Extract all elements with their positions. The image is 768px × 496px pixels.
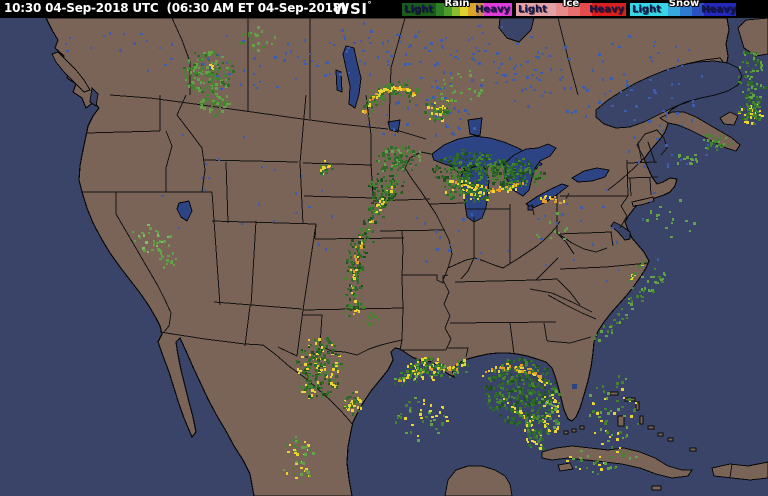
- lake-winnipeg: [342, 45, 362, 109]
- legend-ice: Ice Light Heavy: [516, 0, 626, 18]
- legend-snow-title: Snow: [668, 0, 700, 9]
- legend-swatch: [592, 3, 626, 16]
- legend-swatch: [668, 3, 680, 16]
- legend-swatch: [468, 3, 476, 16]
- precip-legend: Rain Light Heavy Ice Light Heavy Snow Li…: [402, 0, 742, 18]
- radar-echoes: [65, 22, 767, 483]
- long-island: [631, 196, 655, 207]
- degree-mark: °: [367, 0, 372, 9]
- political-borders: [82, 18, 733, 479]
- cape-breton: [719, 111, 739, 126]
- legend-rain-title: Rain: [444, 0, 470, 9]
- isle-of-youth: [557, 462, 574, 472]
- legend-swatch: [460, 3, 468, 16]
- chesapeake-bay: [610, 221, 631, 241]
- legend-rain: Rain Light Heavy: [402, 0, 512, 18]
- radar-map: [0, 18, 768, 496]
- legend-ice-light-label: Light: [518, 4, 547, 15]
- legend-swatch: [556, 3, 568, 16]
- hispaniola: [711, 461, 768, 481]
- legend-swatch: [580, 3, 592, 16]
- lake-ontario: [571, 167, 610, 183]
- top-bar: 10:30 04-Sep-2018 UTC (06:30 AM ET 04-Se…: [0, 0, 768, 18]
- james-bay: [498, 18, 535, 43]
- great-salt-lake: [176, 200, 193, 222]
- legend-snow-light-label: Light: [632, 4, 661, 15]
- timestamp-label: 10:30 04-Sep-2018 UTC (06:30 AM ET 04-Se…: [4, 1, 347, 15]
- wsi-logo: WSI°: [333, 0, 372, 18]
- legend-swatch: [516, 3, 556, 16]
- lake-of-the-woods: [387, 119, 401, 133]
- legend-ice-gradient: [516, 3, 626, 16]
- legend-swatch: [680, 3, 692, 16]
- legend-swatch: [692, 3, 704, 16]
- legend-rain-gradient: [402, 3, 512, 16]
- lake-okeechobee: [572, 384, 577, 389]
- legend-snow-gradient: [630, 3, 738, 16]
- legend-rain-heavy-label: Heavy: [475, 4, 510, 15]
- legend-rain-light-label: Light: [404, 4, 433, 15]
- legend-ice-title: Ice: [562, 0, 580, 9]
- newfoundland: [737, 18, 768, 57]
- puget-sound: [89, 86, 99, 107]
- gulf-of-st-lawrence: [595, 60, 743, 129]
- cuba: [541, 445, 693, 479]
- legend-swatch: [476, 3, 484, 16]
- legend-swatch: [704, 3, 736, 16]
- legend-swatch: [484, 3, 512, 16]
- radar-map-canvas: [0, 18, 768, 496]
- legend-ice-heavy-label: Heavy: [589, 4, 624, 15]
- legend-swatch: [568, 3, 580, 16]
- legend-swatch: [630, 3, 668, 16]
- legend-swatch: [436, 3, 444, 16]
- legend-swatch: [444, 3, 452, 16]
- vancouver-island: [51, 51, 91, 93]
- legend-swatch: [402, 3, 436, 16]
- legend-swatch: [452, 3, 460, 16]
- legend-snow-heavy-label: Heavy: [701, 4, 736, 15]
- yucatan: [444, 465, 513, 496]
- legend-snow: Snow Light Heavy: [630, 0, 738, 18]
